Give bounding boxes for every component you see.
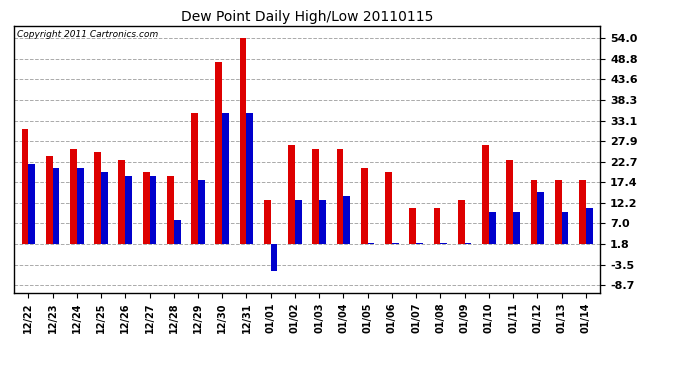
Bar	[46, 156, 52, 244]
Bar	[344, 196, 351, 244]
Bar	[126, 176, 132, 244]
Bar	[513, 211, 520, 244]
Bar	[288, 145, 295, 244]
Bar	[174, 219, 181, 244]
Bar	[52, 168, 59, 244]
Bar	[562, 211, 569, 244]
Bar	[482, 145, 489, 244]
Bar	[416, 243, 423, 244]
Bar	[368, 243, 375, 244]
Bar	[319, 200, 326, 244]
Bar	[28, 164, 35, 244]
Bar	[295, 200, 302, 244]
Bar	[167, 176, 174, 244]
Bar	[191, 113, 198, 244]
Bar	[215, 62, 222, 244]
Bar	[531, 180, 538, 244]
Bar	[409, 208, 416, 244]
Title: Dew Point Daily High/Low 20110115: Dew Point Daily High/Low 20110115	[181, 10, 433, 24]
Bar	[198, 180, 205, 244]
Bar	[433, 208, 440, 244]
Bar	[239, 38, 246, 244]
Bar	[119, 160, 126, 244]
Bar	[440, 243, 447, 244]
Bar	[313, 148, 319, 244]
Bar	[101, 172, 108, 244]
Text: Copyright 2011 Cartronics.com: Copyright 2011 Cartronics.com	[17, 30, 158, 39]
Bar	[95, 153, 101, 244]
Bar	[77, 168, 83, 244]
Bar	[21, 129, 28, 244]
Bar	[385, 172, 392, 244]
Bar	[579, 180, 586, 244]
Bar	[264, 200, 270, 244]
Bar	[150, 176, 157, 244]
Bar	[586, 208, 593, 244]
Bar	[246, 113, 253, 244]
Bar	[555, 180, 562, 244]
Bar	[392, 243, 399, 244]
Bar	[143, 172, 150, 244]
Bar	[361, 168, 368, 244]
Bar	[70, 148, 77, 244]
Bar	[538, 192, 544, 244]
Bar	[457, 200, 464, 244]
Bar	[337, 148, 344, 244]
Bar	[222, 113, 229, 244]
Bar	[506, 160, 513, 244]
Bar	[489, 211, 495, 244]
Bar	[270, 244, 277, 271]
Bar	[464, 243, 471, 244]
